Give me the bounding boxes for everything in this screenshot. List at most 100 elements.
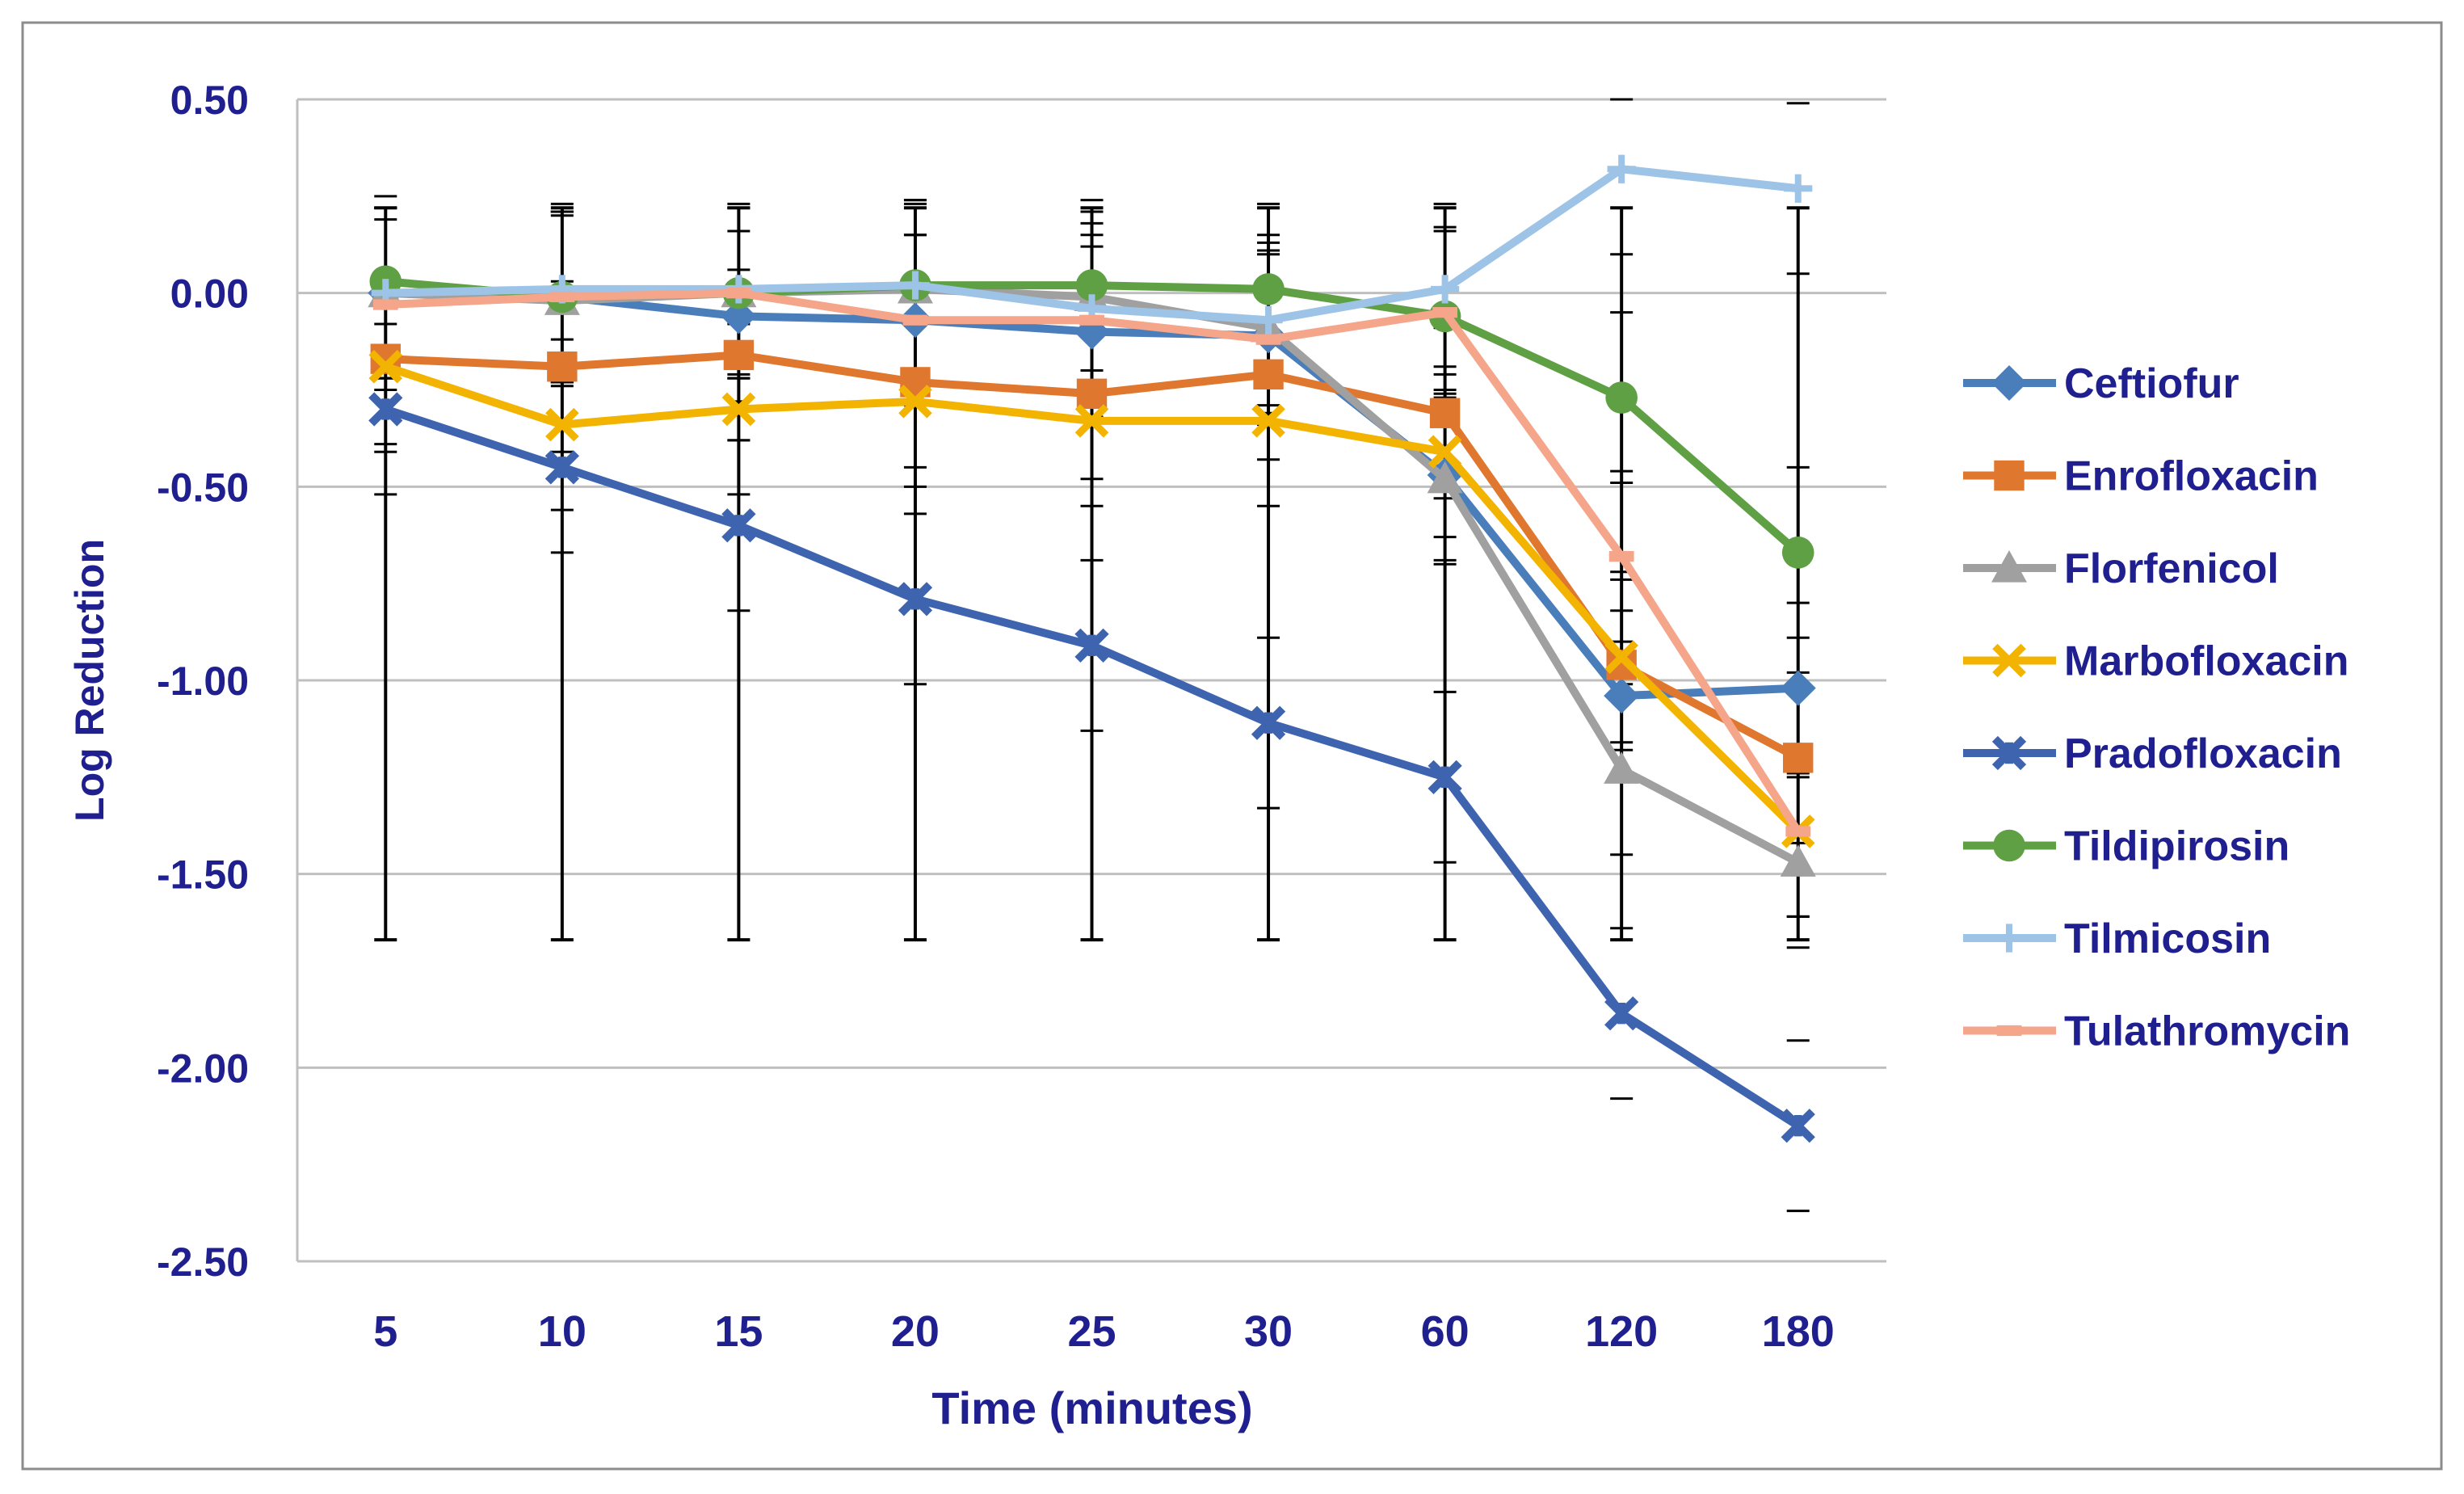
y-tick-label: -0.50 [157, 465, 249, 510]
data-point [1431, 275, 1460, 304]
x-tick-label: 5 [373, 1307, 397, 1356]
legend-marker [1992, 643, 2026, 678]
x-tick-label: 20 [891, 1307, 940, 1356]
data-point [1608, 551, 1634, 562]
y-tick-label: -1.50 [157, 852, 249, 898]
data-point [1605, 381, 1638, 414]
data-point [1427, 461, 1463, 494]
legend-label: Tilmicosin [2064, 915, 2271, 962]
y-tick-label: -2.50 [157, 1239, 249, 1285]
series-pradofloxacin [368, 392, 1815, 1143]
chart-border [21, 21, 2443, 1471]
data-point [721, 298, 757, 335]
series-lines [368, 154, 1816, 1143]
data-point [368, 392, 403, 427]
legend-label: Pradofloxacin [2064, 730, 2342, 777]
data-point [1253, 359, 1284, 390]
data-point [901, 271, 930, 300]
y-tick-label: -2.00 [157, 1046, 249, 1091]
data-point [1785, 826, 1811, 837]
x-tick-label: 10 [538, 1307, 587, 1356]
data-point [1251, 404, 1285, 438]
legend: Ceftiofur Enrofloxacin Florfenicol Marboflo… [1963, 360, 2350, 1055]
data-point [1251, 705, 1286, 740]
x-tick-label: 60 [1421, 1307, 1470, 1356]
data-point [1252, 273, 1285, 305]
legend-marker [1993, 829, 2025, 862]
legend-item: Ceftiofur [1963, 360, 2239, 407]
data-point [1254, 305, 1283, 335]
data-point [1607, 154, 1636, 183]
data-point [1780, 844, 1816, 877]
data-point [1428, 435, 1462, 469]
x-axis-title: Time (minutes) [931, 1382, 1252, 1433]
data-point [1780, 670, 1816, 706]
series-tilmicosin [371, 154, 1813, 335]
legend-marker [1991, 735, 2027, 771]
data-point [1604, 678, 1640, 714]
data-point [1783, 743, 1814, 773]
data-point [725, 288, 751, 299]
x-tick-label: 120 [1585, 1307, 1658, 1356]
data-point [1076, 378, 1108, 409]
y-tick-label: 0.00 [170, 271, 249, 317]
legend-marker [1991, 365, 2027, 401]
data-point [1074, 628, 1109, 663]
data-point [547, 351, 578, 382]
x-tick-label: 15 [714, 1307, 763, 1356]
legend-item: Pradofloxacin [1963, 730, 2342, 777]
series-enrofloxacin [370, 339, 1814, 773]
data-point [545, 407, 579, 442]
data-point [1781, 537, 1814, 569]
legend-label: Marbofloxacin [2064, 638, 2349, 685]
x-tick-label: 180 [1762, 1307, 1835, 1356]
y-tick-label: 0.50 [170, 78, 249, 123]
legend-label: Ceftiofur [2064, 360, 2239, 407]
data-point [1429, 398, 1461, 428]
legend-label: Tulathromycin [2064, 1008, 2350, 1055]
y-tick-labels: 0.50 0.00 -0.50 -1.00 -1.50 -2.00 -2.50 [157, 78, 249, 1285]
series-tulathromycin [372, 288, 1811, 837]
data-point [1781, 1109, 1815, 1143]
data-point [902, 314, 928, 326]
x-tick-labels: 5 10 15 20 25 30 60 120 180 [373, 1307, 1835, 1356]
legend-item: Florfenicol [1963, 545, 2279, 592]
data-point [723, 339, 755, 371]
y-axis-title: Log Reduction [67, 539, 112, 822]
data-point [898, 385, 932, 419]
data-point [549, 291, 575, 303]
legend-item: Marbofloxacin [1963, 638, 2349, 685]
legend-item: Tildipirosin [1963, 823, 2290, 870]
data-point [1079, 314, 1104, 326]
data-point [1604, 751, 1640, 784]
data-point [1075, 269, 1108, 301]
legend-label: Florfenicol [2064, 545, 2279, 592]
legend-marker [1994, 460, 2025, 491]
data-point [721, 508, 756, 543]
legend-item: Tilmicosin [1963, 915, 2271, 962]
legend-label: Enrofloxacin [2064, 453, 2319, 500]
y-tick-label: -1.00 [157, 659, 249, 704]
data-point [1784, 174, 1813, 203]
data-point [368, 349, 403, 384]
legend-item: Tulathromycin [1963, 1008, 2350, 1055]
data-point [1432, 307, 1458, 318]
legend-item: Enrofloxacin [1963, 453, 2319, 500]
data-point [721, 392, 756, 427]
series-marbofloxacin [368, 349, 1815, 848]
data-point [898, 582, 933, 617]
x-tick-label: 25 [1067, 1307, 1116, 1356]
x-tick-label: 30 [1244, 1307, 1293, 1356]
data-point [545, 450, 579, 485]
legend-marker [1991, 550, 2027, 583]
data-point [372, 299, 398, 310]
data-point [1604, 996, 1639, 1031]
legend-marker [1995, 924, 2024, 953]
data-point [1604, 640, 1638, 675]
legend-label: Tildipirosin [2064, 823, 2290, 870]
data-point [1074, 404, 1109, 438]
data-point [1255, 334, 1281, 345]
data-point [1428, 760, 1462, 794]
